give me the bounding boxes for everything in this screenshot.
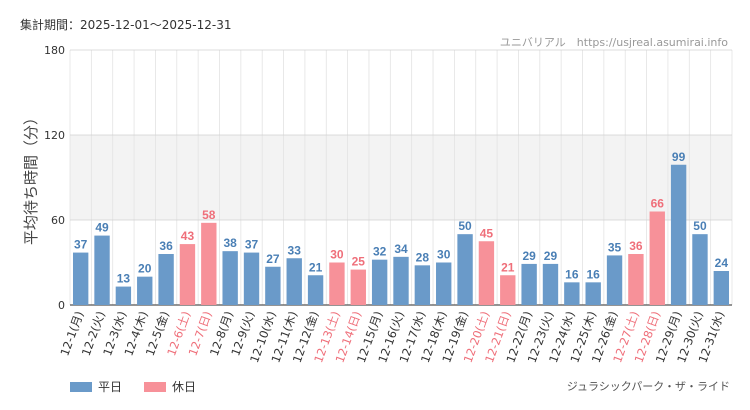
bar-value-label: 50 bbox=[458, 219, 472, 233]
bar bbox=[72, 252, 89, 305]
bar-value-label: 27 bbox=[266, 252, 280, 266]
legend-holiday-label: 休日 bbox=[172, 380, 197, 394]
bar-value-label: 38 bbox=[223, 236, 237, 250]
bar-value-label: 36 bbox=[629, 239, 643, 253]
bar-value-label: 35 bbox=[608, 240, 622, 254]
bar bbox=[265, 266, 281, 305]
bar bbox=[457, 234, 473, 305]
bar bbox=[713, 271, 730, 305]
legend-holiday: 休日 bbox=[144, 378, 196, 395]
bar bbox=[371, 259, 388, 305]
legend-weekday-label: 平日 bbox=[98, 380, 123, 394]
bar bbox=[350, 269, 366, 305]
bar bbox=[329, 262, 345, 305]
bar-value-label: 49 bbox=[95, 221, 109, 235]
bar-value-label: 33 bbox=[288, 243, 302, 257]
bar bbox=[564, 282, 580, 305]
source-credit: ユニバリアル https://usjreal.asumirai.info bbox=[499, 36, 728, 49]
bar-value-label: 20 bbox=[138, 262, 152, 276]
bar bbox=[222, 251, 238, 305]
bar bbox=[179, 244, 196, 305]
y-tick-label: 120 bbox=[44, 129, 65, 142]
legend: 平日 休日 bbox=[70, 378, 196, 395]
bar bbox=[286, 258, 302, 305]
bar bbox=[137, 276, 153, 305]
bar-value-label: 21 bbox=[501, 260, 515, 274]
bar bbox=[521, 263, 537, 305]
bar-value-label: 29 bbox=[522, 249, 536, 263]
bar-value-label: 32 bbox=[373, 245, 387, 259]
bar-value-label: 43 bbox=[181, 229, 195, 243]
attraction-name: ジュラシックパーク・ザ・ライド bbox=[566, 380, 730, 393]
bar bbox=[393, 256, 409, 305]
bar-value-label: 50 bbox=[693, 219, 707, 233]
bar bbox=[307, 275, 324, 305]
bar-value-label: 30 bbox=[330, 248, 344, 262]
bar-value-label: 21 bbox=[309, 260, 323, 274]
bar-value-label: 24 bbox=[715, 256, 729, 270]
highlight-band bbox=[70, 135, 732, 220]
bar bbox=[692, 234, 708, 305]
bar-value-label: 28 bbox=[416, 250, 430, 264]
bar-value-label: 16 bbox=[587, 267, 601, 281]
bar bbox=[414, 265, 431, 305]
bar-value-label: 30 bbox=[437, 248, 451, 262]
y-tick-label: 0 bbox=[58, 299, 65, 312]
y-tick-label: 60 bbox=[51, 214, 65, 227]
bar bbox=[542, 263, 559, 305]
bar bbox=[670, 164, 687, 305]
bar bbox=[158, 254, 174, 305]
bar-value-label: 66 bbox=[651, 197, 665, 211]
bar bbox=[436, 262, 452, 305]
bar bbox=[201, 222, 217, 305]
legend-weekday: 平日 bbox=[70, 378, 122, 395]
bar-value-label: 29 bbox=[544, 249, 558, 263]
bar bbox=[243, 252, 260, 305]
bar-value-label: 37 bbox=[74, 238, 88, 252]
bar-value-label: 58 bbox=[202, 208, 216, 222]
bar-value-label: 45 bbox=[480, 226, 494, 240]
collection-period: 集計期間：2025-12-01〜2025-12-31 bbox=[20, 18, 232, 32]
bar bbox=[115, 286, 132, 305]
bar bbox=[628, 254, 644, 305]
bar-value-label: 34 bbox=[394, 242, 408, 256]
bar-value-label: 36 bbox=[159, 239, 173, 253]
bar-value-label: 16 bbox=[565, 267, 579, 281]
bar-value-label: 13 bbox=[117, 272, 131, 286]
bar bbox=[500, 275, 516, 305]
y-axis-label: 平均待ち時間（分） bbox=[22, 110, 40, 245]
bar bbox=[606, 255, 623, 305]
legend-weekday-swatch bbox=[70, 381, 92, 392]
bar bbox=[585, 282, 601, 305]
bar-value-label: 25 bbox=[352, 255, 366, 269]
bar bbox=[649, 211, 665, 305]
legend-holiday-swatch bbox=[144, 381, 167, 392]
bar-value-label: 37 bbox=[245, 238, 259, 252]
bar-value-label: 99 bbox=[672, 150, 686, 164]
y-tick-label: 180 bbox=[44, 44, 65, 57]
bar bbox=[94, 235, 110, 305]
bar bbox=[478, 241, 495, 305]
